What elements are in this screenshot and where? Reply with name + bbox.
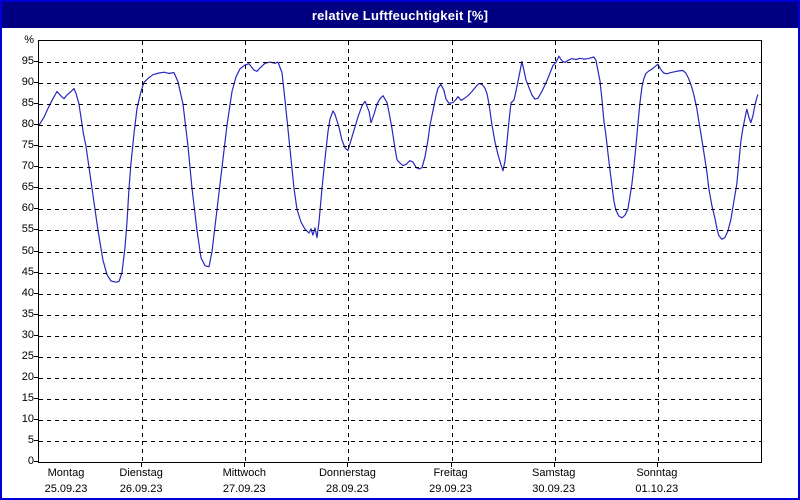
h-gridline: [39, 125, 761, 127]
x-tick: [553, 462, 555, 467]
date-label: 30.09.23: [532, 483, 576, 495]
y-tick: [34, 124, 38, 126]
y-tick: [34, 250, 38, 252]
v-gridline: [554, 41, 556, 462]
h-gridline: [39, 335, 761, 337]
y-tick: [34, 103, 38, 105]
date-label: 28.09.23: [326, 483, 369, 495]
v-gridline: [245, 41, 247, 462]
humidity-line: [39, 55, 759, 283]
y-tick: [34, 418, 38, 420]
x-day-label: Freitag 29.09.23: [401, 467, 501, 496]
date-label: 26.09.23: [119, 483, 163, 495]
x-day-label: Donnerstag 28.09.23: [297, 467, 397, 496]
y-tick: [34, 145, 38, 147]
h-gridline: [39, 419, 761, 421]
weekday-label: Montag: [47, 467, 85, 479]
y-axis-label: 90: [21, 76, 34, 89]
date-label: 27.09.23: [222, 483, 266, 495]
y-axis-label: 65: [21, 181, 34, 194]
y-axis-label: 80: [21, 118, 34, 131]
h-gridline: [39, 146, 761, 148]
h-gridline: [39, 272, 761, 274]
y-axis-label: 60: [21, 202, 34, 215]
x-tick: [656, 462, 658, 467]
y-axis-label: 35: [21, 307, 34, 320]
h-gridline: [39, 356, 761, 358]
y-axis-label: 50: [21, 244, 34, 257]
y-tick: [34, 187, 38, 189]
x-day-label: Sonntag 01.10.23: [607, 467, 707, 496]
x-tick: [244, 462, 246, 467]
y-axis-label: 55: [21, 223, 34, 236]
y-tick: [34, 376, 38, 378]
plot-area: [38, 40, 762, 463]
y-axis-label: 10: [21, 412, 34, 425]
weekday-label: Donnerstag: [318, 467, 376, 479]
x-tick: [450, 462, 452, 467]
y-axis-label: 85: [21, 97, 34, 110]
weekday-label: Samstag: [531, 467, 576, 479]
date-label: 25.09.23: [44, 483, 88, 495]
y-tick: [34, 166, 38, 168]
y-axis-label: 15: [21, 391, 34, 404]
title-bar: relative Luftfeuchtigkeit [%]: [2, 2, 798, 28]
h-gridline: [39, 104, 761, 106]
y-tick: [34, 397, 38, 399]
h-gridline: [39, 440, 761, 442]
h-gridline: [39, 167, 761, 169]
y-tick: [34, 461, 38, 462]
h-gridline: [39, 83, 761, 85]
x-day-label: Samstag 30.09.23: [504, 467, 604, 496]
h-gridline: [39, 377, 761, 379]
humidity-series-svg: [39, 55, 759, 283]
x-day-label: Montag 25.09.23: [16, 467, 116, 496]
y-axis-label: 45: [21, 265, 34, 278]
y-axis-label: 20: [21, 370, 34, 383]
y-axis-label: 25: [21, 349, 34, 362]
y-tick: [34, 439, 38, 441]
x-day-label: Dienstag 26.09.23: [91, 467, 191, 496]
h-gridline: [39, 314, 761, 316]
date-label: 01.10.23: [635, 483, 679, 495]
y-axis-label: 95: [21, 55, 34, 68]
y-tick: [34, 313, 38, 315]
h-gridline: [39, 251, 761, 253]
v-gridline: [451, 41, 453, 462]
v-gridline: [657, 41, 659, 462]
weekday-label: Mittwoch: [222, 467, 266, 479]
chart-title: relative Luftfeuchtigkeit [%]: [311, 7, 489, 23]
y-tick: [34, 61, 38, 63]
y-axis-unit-label: %: [24, 34, 34, 46]
h-gridline: [39, 209, 761, 211]
h-gridline: [39, 293, 761, 295]
weekday-label: Sonntag: [636, 467, 678, 479]
y-tick: [34, 208, 38, 210]
h-gridline: [39, 230, 761, 232]
date-label: 29.09.23: [429, 483, 472, 495]
y-axis-label: 40: [21, 286, 34, 299]
v-gridline: [142, 41, 144, 462]
h-gridline: [39, 188, 761, 190]
y-axis-label: 70: [21, 160, 34, 173]
v-gridline: [348, 41, 350, 462]
x-tick: [347, 462, 349, 467]
y-axis-label: 30: [21, 328, 34, 341]
weekday-label: Dienstag: [119, 467, 163, 479]
x-tick: [141, 462, 143, 467]
h-gridline: [39, 62, 761, 64]
y-tick: [34, 82, 38, 84]
h-gridline: [39, 398, 761, 400]
y-tick: [34, 271, 38, 273]
y-tick: [34, 334, 38, 336]
x-day-label: Mittwoch 27.09.23: [194, 467, 294, 496]
y-axis-label: 0: [27, 455, 34, 467]
y-axis-label: 75: [21, 139, 34, 152]
y-axis-label: 5: [27, 433, 34, 446]
y-tick: [34, 229, 38, 231]
y-tick: [34, 355, 38, 357]
y-tick: [34, 292, 38, 294]
weekday-label: Freitag: [433, 467, 468, 479]
